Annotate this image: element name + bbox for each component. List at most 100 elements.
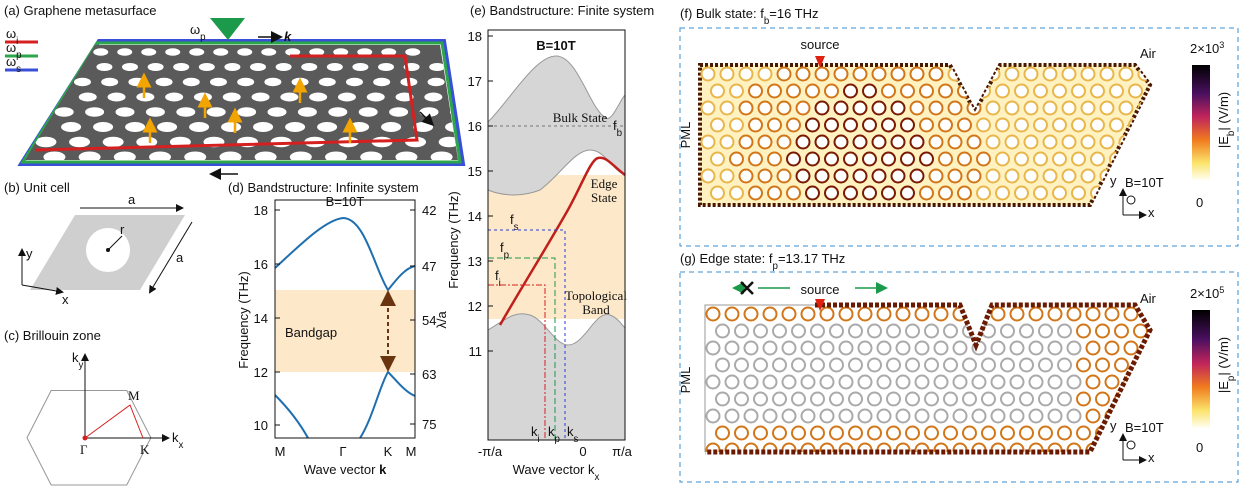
hole — [1068, 342, 1081, 355]
colorbar-title-part: | (V/m) — [1216, 337, 1231, 376]
hole — [116, 107, 135, 117]
hole — [920, 119, 933, 132]
hole — [787, 119, 800, 132]
hole — [783, 410, 796, 423]
hole — [920, 153, 933, 166]
hole — [1039, 325, 1052, 338]
dim-label-part: r — [120, 222, 125, 237]
hole — [878, 410, 891, 423]
boundary-label: PML — [678, 367, 693, 394]
hole — [868, 359, 881, 372]
hole — [887, 359, 900, 372]
hole — [787, 153, 800, 166]
hole — [854, 170, 867, 183]
y2-tick-label: 47 — [422, 259, 436, 274]
hole — [901, 119, 914, 132]
hole — [424, 93, 442, 102]
hole — [1001, 359, 1014, 372]
panel-title-part: (g) Edge state: f — [680, 251, 773, 266]
hole — [887, 393, 900, 406]
hole — [925, 325, 938, 338]
hole — [892, 68, 905, 81]
x-tick-label: Γ — [339, 444, 346, 459]
hole — [973, 308, 986, 321]
panel-title-part: (b) Unit cell — [4, 180, 70, 195]
field-label-part: B=10T — [326, 194, 365, 209]
hole — [1030, 376, 1043, 389]
hole — [811, 359, 824, 372]
bulk-region — [488, 56, 625, 195]
hole — [830, 427, 843, 440]
panel-title-part: =16 THz — [769, 6, 818, 21]
hole — [1034, 153, 1047, 166]
hole — [1129, 153, 1142, 166]
hole — [840, 410, 853, 423]
legend-label-part: i — [16, 36, 18, 47]
hole — [840, 376, 853, 389]
hole — [996, 187, 1009, 200]
hole — [811, 427, 824, 440]
hole — [835, 136, 848, 149]
hole — [79, 93, 97, 102]
axis-label-part: x — [1148, 205, 1155, 220]
hole — [982, 359, 995, 372]
hole — [759, 170, 772, 183]
x-tick-label-part: M — [275, 444, 286, 459]
hole — [873, 136, 886, 149]
hole — [1053, 153, 1066, 166]
hole — [1077, 325, 1090, 338]
hole — [987, 102, 1000, 115]
hole — [1091, 153, 1104, 166]
hole — [740, 68, 753, 81]
hole — [882, 119, 895, 132]
hole — [730, 119, 743, 132]
hole — [887, 325, 900, 338]
hole — [759, 102, 772, 115]
hole — [1120, 136, 1133, 149]
hole — [1015, 187, 1028, 200]
hole — [721, 170, 734, 183]
hole — [811, 393, 824, 406]
colorbar-title: |Ep| (V/m) — [1216, 337, 1237, 393]
hole — [346, 78, 363, 87]
hole — [778, 68, 791, 81]
hole — [787, 187, 800, 200]
hole — [911, 102, 924, 115]
hole — [1034, 119, 1047, 132]
hole — [136, 93, 154, 102]
hole — [1030, 308, 1043, 321]
hole — [830, 325, 843, 338]
hole — [146, 107, 165, 117]
hole — [844, 187, 857, 200]
hole — [958, 85, 971, 98]
hole — [466, 152, 488, 163]
y-tick-label: 16 — [468, 119, 482, 134]
hole — [764, 308, 777, 321]
hole — [797, 68, 810, 81]
wavevector-label: k — [284, 29, 292, 44]
hole — [85, 107, 104, 117]
hole — [844, 85, 857, 98]
hole — [740, 170, 753, 183]
hole — [920, 187, 933, 200]
y-tick-label-part: 18 — [468, 29, 482, 44]
axis-label: y — [26, 246, 33, 261]
panel-title: (b) Unit cell — [4, 180, 70, 195]
colorbar-min: 0 — [1196, 195, 1203, 210]
hole — [887, 427, 900, 440]
k-label-part: s — [574, 434, 579, 445]
hole — [1125, 444, 1138, 457]
panel-title-part: (e) Bandstructure: Finite system — [470, 3, 654, 18]
hole — [745, 308, 758, 321]
hole — [892, 170, 905, 183]
field-symbol — [1127, 441, 1135, 449]
hole — [1139, 68, 1152, 81]
hole — [292, 78, 309, 87]
hole — [749, 85, 762, 98]
hole — [916, 410, 929, 423]
hole — [949, 102, 962, 115]
hole — [925, 427, 938, 440]
hole — [1049, 376, 1062, 389]
hole — [816, 102, 829, 115]
point-label: Γ — [80, 442, 88, 457]
